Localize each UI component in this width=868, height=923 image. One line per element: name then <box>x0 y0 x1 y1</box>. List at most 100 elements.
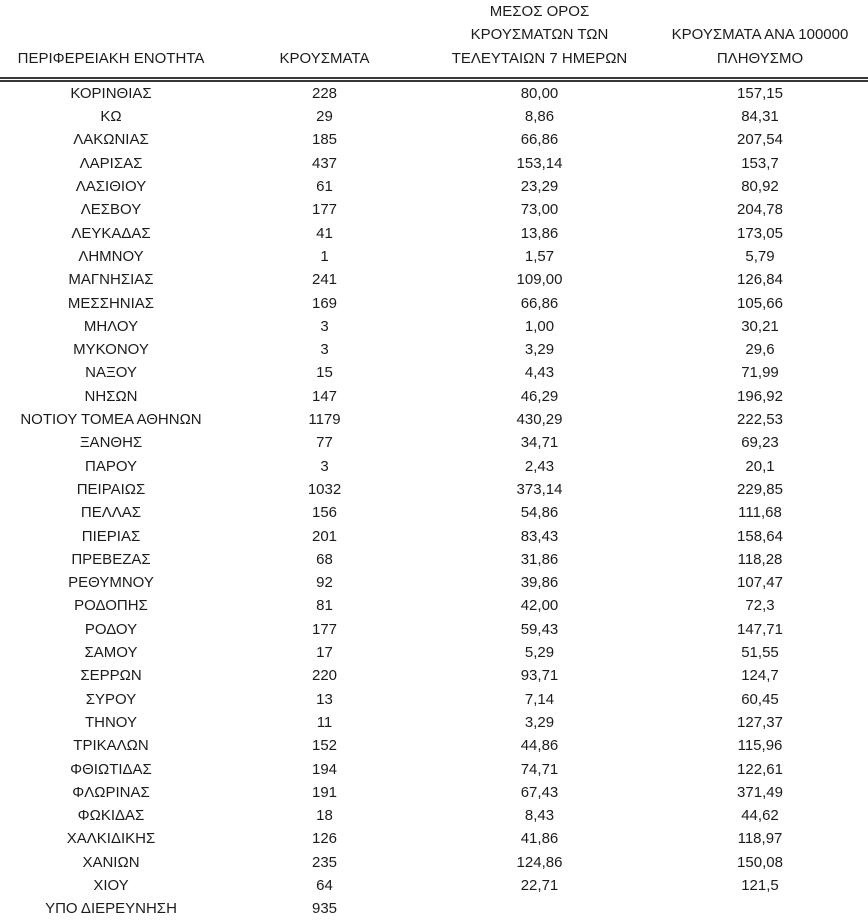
cases-cell: 3 <box>320 341 329 359</box>
avg-7day-cell: 5,29 <box>524 644 555 662</box>
table-row: ΛΑΡΙΣΑΣ 437 153,14 153,7 <box>0 152 868 175</box>
col-header-cases: ΚΡΟΥΣΜΑΤΑ <box>222 0 427 82</box>
region-name-cell: ΧΙΟΥ <box>93 876 129 894</box>
region-name-cell: ΚΩ <box>100 108 122 126</box>
avg-7day-cell: 430,29 <box>516 411 563 429</box>
cases-cell: 3 <box>320 457 329 475</box>
cases-cell: 64 <box>316 876 333 894</box>
table-row: ΞΑΝΘΗΣ 77 34,71 69,23 <box>0 431 868 454</box>
region-name-cell: ΡΕΘΥΜΝΟΥ <box>68 574 154 592</box>
table-row: ΠΕΙΡΑΙΩΣ 1032 373,14 229,85 <box>0 478 868 501</box>
avg-7day-cell <box>427 897 652 920</box>
per-100k-cell: 115,96 <box>737 737 783 755</box>
per-100k-cell: 111,68 <box>738 504 782 522</box>
per-100k-cell: 229,85 <box>737 480 783 498</box>
table-row: ΣΥΡΟΥ 13 7,14 60,45 <box>0 688 868 711</box>
per-100k-cell: 147,71 <box>737 620 783 638</box>
table-row: ΦΛΩΡΙΝΑΣ 191 67,43 371,49 <box>0 781 868 804</box>
per-100k-cell: 69,23 <box>741 434 779 452</box>
avg-7day-cell: 3,29 <box>524 713 555 731</box>
table-row: ΛΗΜΝΟΥ 1 1,57 5,79 <box>0 245 868 268</box>
table-row: ΣΕΡΡΩΝ 220 93,71 124,7 <box>0 664 868 687</box>
per-100k-cell: 118,28 <box>737 550 783 568</box>
per-100k-cell: 121,5 <box>741 876 779 894</box>
avg-7day-cell: 34,71 <box>520 434 559 452</box>
avg-7day-cell: 66,86 <box>520 294 559 312</box>
per-100k-cell: 72,3 <box>745 597 775 615</box>
col-header-avg7-line2: ΚΡΟΥΣΜΑΤΩΝ ΤΩΝ <box>470 26 609 44</box>
per-100k-cell: 126,84 <box>737 271 783 289</box>
region-name-cell: ΡΟΔΟΥ <box>84 620 138 638</box>
cases-cell: 29 <box>316 108 333 126</box>
avg-7day-cell: 80,00 <box>520 84 559 102</box>
avg-7day-cell: 42,00 <box>520 597 559 615</box>
per-100k-cell: 157,15 <box>737 84 783 102</box>
region-name-cell: ΥΠΟ ΔΙΕΡΕΥΝΗΣΗ <box>45 900 177 918</box>
table-row: ΡΟΔΟΥ 177 59,43 147,71 <box>0 618 868 641</box>
avg-7day-cell: 8,86 <box>524 108 555 126</box>
avg-7day-cell: 67,43 <box>520 783 559 801</box>
col-header-region: ΠΕΡΙΦΕΡΕΙΑΚΗ ΕΝΟΤΗΤΑ <box>0 0 222 82</box>
region-name-cell: ΛΕΥΚΑΔΑΣ <box>71 224 151 242</box>
avg-7day-cell: 373,14 <box>516 480 563 498</box>
cases-cell: 1 <box>320 247 329 265</box>
table-row: ΧΙΟΥ 64 22,71 121,5 <box>0 874 868 897</box>
avg-7day-cell: 8,43 <box>524 807 555 825</box>
cases-cell: 11 <box>316 713 333 731</box>
region-name-cell: ΛΑΡΙΣΑΣ <box>79 154 143 172</box>
table-row: ΜΑΓΝΗΣΙΑΣ 241 109,00 126,84 <box>0 268 868 291</box>
cases-cell: 220 <box>311 667 338 685</box>
region-name-cell: ΛΗΜΝΟΥ <box>78 247 144 265</box>
cases-cell: 13 <box>316 690 333 708</box>
avg-7day-cell: 46,29 <box>520 387 559 405</box>
per-100k-cell: 107,47 <box>737 574 783 592</box>
avg-7day-cell: 7,14 <box>524 690 555 708</box>
cases-cell: 228 <box>311 84 338 102</box>
cases-cell: 147 <box>311 387 338 405</box>
cases-cell: 77 <box>316 434 333 452</box>
cases-cell: 191 <box>311 783 338 801</box>
avg-7day-cell: 2,43 <box>524 457 555 475</box>
region-name-cell: ΜΑΓΝΗΣΙΑΣ <box>68 271 154 289</box>
avg-7day-cell: 1,00 <box>524 317 555 335</box>
table-row: ΤΗΝΟΥ 11 3,29 127,37 <box>0 711 868 734</box>
region-name-cell: ΝΗΣΩΝ <box>84 387 138 405</box>
col-header-avg7: ΜΕΣΟΣ ΟΡΟΣ ΚΡΟΥΣΜΑΤΩΝ ΤΩΝ ΤΕΛΕΥΤΑΙΩΝ 7 Η… <box>427 0 652 82</box>
per-100k-cell: 158,64 <box>737 527 783 545</box>
cases-cell: 152 <box>311 737 338 755</box>
avg-7day-cell: 39,86 <box>520 574 559 592</box>
region-name-cell: ΛΕΣΒΟΥ <box>80 201 142 219</box>
region-name-cell: ΣΑΜΟΥ <box>84 644 138 662</box>
table-row: ΜΥΚΟΝΟΥ 3 3,29 29,6 <box>0 338 868 361</box>
region-name-cell: ΠΕΛΛΑΣ <box>80 504 142 522</box>
table-row: ΛΑΚΩΝΙΑΣ 185 66,86 207,54 <box>0 128 868 151</box>
per-100k-cell: 80,92 <box>741 178 779 196</box>
region-name-cell: ΞΑΝΘΗΣ <box>79 434 143 452</box>
per-100k-cell: 29,6 <box>745 341 775 359</box>
per-100k-cell: 71,99 <box>741 364 779 382</box>
cases-cell: 61 <box>316 178 333 196</box>
avg-7day-cell: 31,86 <box>520 550 559 568</box>
col-header-avg7-line3: ΤΕΛΕΥΤΑΙΩΝ 7 ΗΜΕΡΩΝ <box>451 49 628 67</box>
table-row: ΧΑΛΚΙΔΙΚΗΣ 126 41,86 118,97 <box>0 827 868 850</box>
cases-cell: 437 <box>311 154 338 172</box>
avg-7day-cell: 3,29 <box>524 341 555 359</box>
table-row: ΝΗΣΩΝ 147 46,29 196,92 <box>0 385 868 408</box>
table-row: ΛΑΣΙΘΙΟΥ 61 23,29 80,92 <box>0 175 868 198</box>
per-100k-cell: 60,45 <box>741 690 779 708</box>
cases-cell: 81 <box>316 597 333 615</box>
per-100k-cell: 84,31 <box>741 108 779 126</box>
avg-7day-cell: 54,86 <box>520 504 559 522</box>
region-name-cell: ΧΑΝΙΩΝ <box>82 853 140 871</box>
region-name-cell: ΜΗΛΟΥ <box>83 317 139 335</box>
cases-cell: 177 <box>311 620 338 638</box>
table-row: ΝΑΞΟΥ 15 4,43 71,99 <box>0 361 868 384</box>
cases-cell: 15 <box>316 364 333 382</box>
table-row: ΤΡΙΚΑΛΩΝ 152 44,86 115,96 <box>0 734 868 757</box>
col-header-cases-label: ΚΡΟΥΣΜΑΤΑ <box>279 49 370 67</box>
region-name-cell: ΚΟΡΙΝΘΙΑΣ <box>70 84 152 102</box>
avg-7day-cell: 4,43 <box>524 364 555 382</box>
region-name-cell: ΣΕΡΡΩΝ <box>80 667 142 685</box>
table-row: ΜΗΛΟΥ 3 1,00 30,21 <box>0 315 868 338</box>
